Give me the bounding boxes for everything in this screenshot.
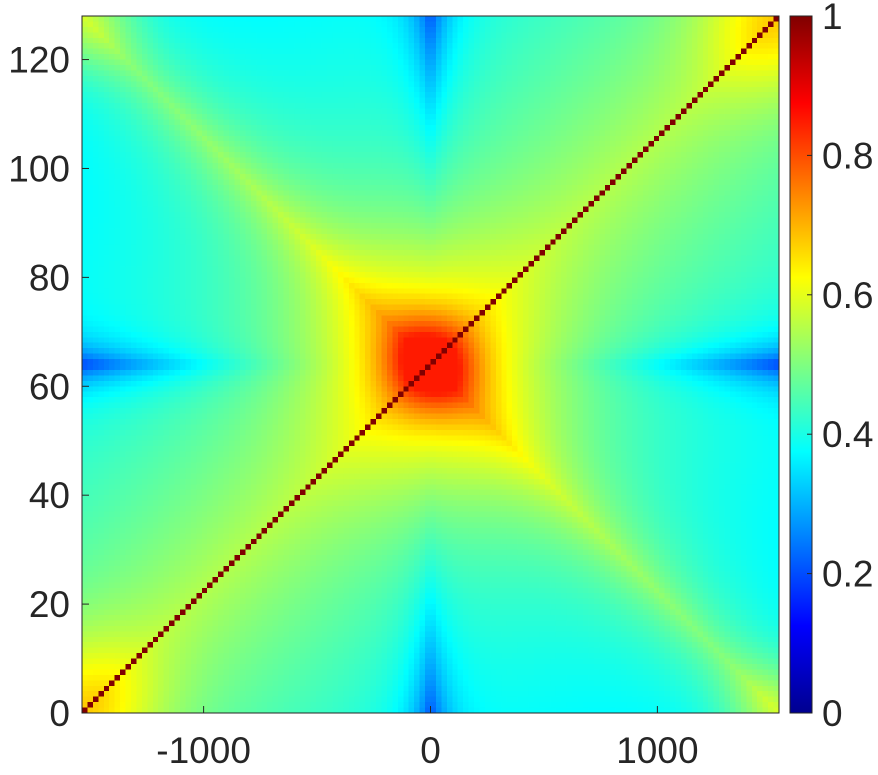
y-tick-label: 0 <box>49 693 70 734</box>
colorbar-tick-label: 1 <box>822 0 843 37</box>
y-axis: 0 20 40 60 80 100 120 <box>8 40 89 734</box>
y-tick-label: 40 <box>29 475 70 516</box>
colorbar-tick-label: 0.4 <box>822 414 873 455</box>
colorbar <box>789 15 813 714</box>
colorbar-axis: 0 0.2 0.4 0.6 0.8 1 <box>807 0 873 734</box>
y-tick-label: 60 <box>29 366 70 407</box>
colorbar-tick-label: 0.8 <box>822 135 873 176</box>
colorbar-tick-label: 0.2 <box>822 554 873 595</box>
x-tick-label: 1000 <box>616 730 698 771</box>
x-axis: -1000 0 1000 <box>156 706 699 771</box>
y-tick-label: 120 <box>8 40 70 81</box>
y-tick-label: 100 <box>8 148 70 189</box>
y-tick-label: 20 <box>29 584 70 625</box>
x-tick-label: -1000 <box>156 730 251 771</box>
colorbar-tick-label: 0.6 <box>822 275 873 316</box>
y-tick-label: 80 <box>29 257 70 298</box>
x-tick-label: 0 <box>420 730 441 771</box>
colorbar-tick-label: 0 <box>822 693 843 734</box>
heatmap-image <box>82 16 779 713</box>
